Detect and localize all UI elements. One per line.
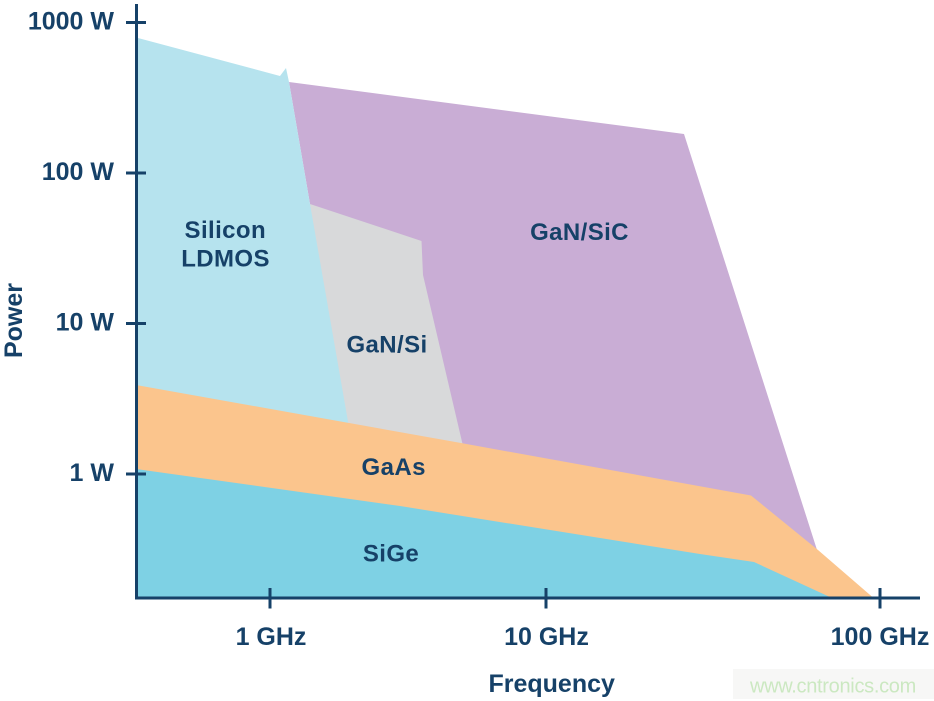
svg-text:SiGe: SiGe: [363, 541, 419, 568]
svg-text:10 GHz: 10 GHz: [504, 623, 589, 651]
svg-text:10 W: 10 W: [56, 309, 115, 337]
svg-text:100 W: 100 W: [42, 158, 115, 186]
svg-text:Silicon: Silicon: [185, 217, 266, 244]
svg-text:www.cntronics.com: www.cntronics.com: [749, 676, 916, 698]
svg-text:GaAs: GaAs: [362, 454, 426, 481]
svg-text:Frequency: Frequency: [488, 670, 615, 698]
svg-text:Power: Power: [0, 283, 28, 358]
svg-text:1 W: 1 W: [70, 459, 115, 487]
svg-text:GaN/SiC: GaN/SiC: [530, 219, 629, 246]
svg-text:1 GHz: 1 GHz: [236, 623, 307, 651]
svg-text:LDMOS: LDMOS: [181, 246, 270, 273]
svg-text:100 GHz: 100 GHz: [831, 623, 930, 651]
svg-text:GaN/Si: GaN/Si: [346, 332, 427, 359]
svg-text:1000 W: 1000 W: [28, 8, 115, 36]
